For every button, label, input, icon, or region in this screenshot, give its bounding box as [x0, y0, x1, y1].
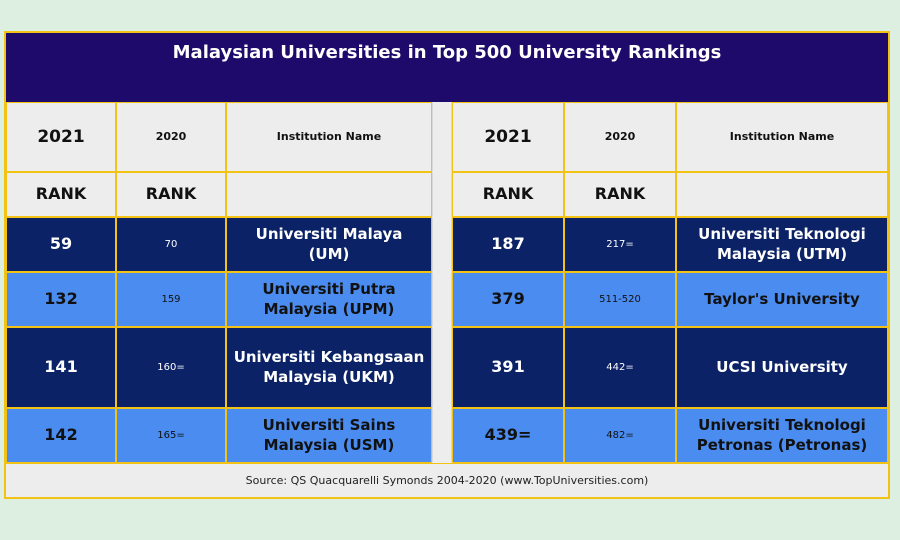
table-cell-institution: Universiti Teknologi Malaysia (UTM): [676, 217, 888, 272]
header-institution-left: Institution Name: [226, 102, 432, 172]
table-cell-institution: Universiti Putra Malaysia (UPM): [226, 272, 432, 327]
table-cell-rank-2020: 482=: [564, 408, 676, 463]
table-gap: [432, 172, 452, 217]
rank-label-2021-left: RANK: [6, 172, 116, 217]
rank-label-blank-right: [676, 172, 888, 217]
table-cell-institution: UCSI University: [676, 327, 888, 408]
header-2020-right: 2020: [564, 102, 676, 172]
table-cell-institution: Universiti Malaya (UM): [226, 217, 432, 272]
header-institution-right: Institution Name: [676, 102, 888, 172]
table-cell-rank-2020: 442=: [564, 327, 676, 408]
table-cell-rank-2020: 217=: [564, 217, 676, 272]
table-cell-institution: Universiti Teknologi Petronas (Petronas): [676, 408, 888, 463]
table-cell-rank-2020: 165=: [116, 408, 226, 463]
table-cell-rank-2021: 439=: [452, 408, 564, 463]
table-cell-rank-2021: 379: [452, 272, 564, 327]
table-cell-rank-2021: 132: [6, 272, 116, 327]
table-gap: [432, 408, 452, 463]
table-cell-institution: Taylor's University: [676, 272, 888, 327]
rank-label-2020-right: RANK: [564, 172, 676, 217]
table-gap: [432, 217, 452, 272]
table-cell-rank-2020: 511-520: [564, 272, 676, 327]
table-cell-institution: Universiti Kebangsaan Malaysia (UKM): [226, 327, 432, 408]
header-2021-right: 2021: [452, 102, 564, 172]
rank-label-2021-right: RANK: [452, 172, 564, 217]
table-gap: [432, 272, 452, 327]
header-2020-left: 2020: [116, 102, 226, 172]
table-cell-rank-2021: 142: [6, 408, 116, 463]
table-cell-rank-2020: 160=: [116, 327, 226, 408]
table-cell-rank-2021: 187: [452, 217, 564, 272]
rankings-table: 2021 2020 Institution Name 2021 2020 Ins…: [6, 102, 888, 463]
header-2021-left: 2021: [6, 102, 116, 172]
rank-label-blank-left: [226, 172, 432, 217]
table-cell-rank-2021: 391: [452, 327, 564, 408]
table-cell-institution: Universiti Sains Malaysia (USM): [226, 408, 432, 463]
rank-label-2020-left: RANK: [116, 172, 226, 217]
source-note: Source: QS Quacquarelli Symonds 2004-202…: [6, 463, 888, 497]
table-cell-rank-2020: 159: [116, 272, 226, 327]
table-title: Malaysian Universities in Top 500 Univer…: [6, 33, 888, 102]
table-cell-rank-2021: 59: [6, 217, 116, 272]
table-cell-rank-2020: 70: [116, 217, 226, 272]
table-gap: [432, 327, 452, 408]
table-cell-rank-2021: 141: [6, 327, 116, 408]
table-gap: [432, 102, 452, 172]
